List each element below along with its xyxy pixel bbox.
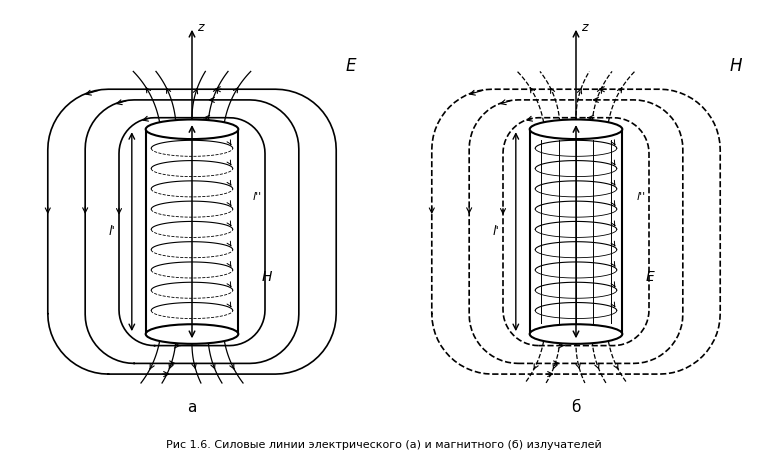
Text: б: б — [571, 400, 581, 415]
Text: H: H — [729, 57, 742, 76]
Text: H: H — [261, 270, 272, 283]
Text: E: E — [345, 57, 356, 76]
Text: l': l' — [493, 225, 500, 238]
Text: l': l' — [109, 225, 116, 238]
Text: l'': l'' — [253, 192, 262, 202]
Text: E: E — [645, 270, 654, 283]
Ellipse shape — [530, 120, 622, 139]
Text: а: а — [187, 400, 197, 415]
Ellipse shape — [530, 324, 622, 344]
Text: Рис 1.6. Силовые линии электрического (а) и магнитного (б) излучателей: Рис 1.6. Силовые линии электрического (а… — [166, 440, 602, 450]
Text: l'': l'' — [637, 192, 646, 202]
Text: z: z — [581, 21, 588, 35]
Text: z: z — [197, 21, 204, 35]
Ellipse shape — [146, 120, 238, 139]
Ellipse shape — [146, 324, 238, 344]
